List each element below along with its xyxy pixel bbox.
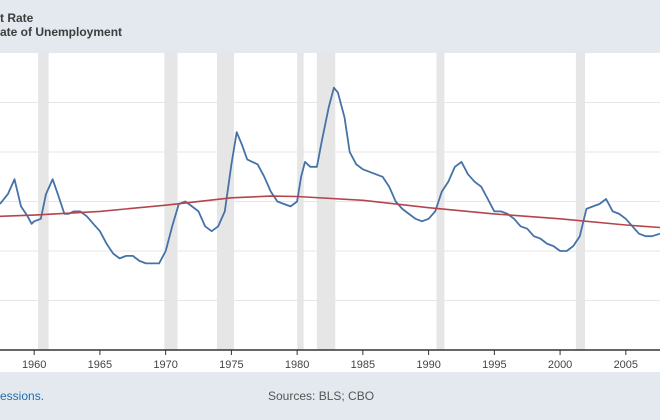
x-tick-label-1960: 1960 [22, 359, 46, 371]
legend-natural-rate[interactable]: ate of Unemployment [0, 25, 123, 39]
x-tick-label-1995: 1995 [482, 359, 506, 371]
legend-header: t Rate ate of Unemployment [0, 0, 660, 53]
x-tick-label-1970: 1970 [153, 359, 177, 371]
footer: essions. Sources: BLS; CBO [0, 372, 660, 420]
x-tick-label-1980: 1980 [285, 359, 309, 371]
series-lines[interactable] [0, 86, 660, 265]
x-tick-label-1975: 1975 [219, 359, 243, 371]
series-natural-rate[interactable] [0, 195, 660, 229]
x-tick-label-2005: 2005 [614, 359, 638, 371]
x-tick-label-1965: 1965 [88, 359, 112, 371]
x-tick-label-1990: 1990 [416, 359, 440, 371]
series-unemployment-rate[interactable] [0, 86, 660, 265]
legend-unemployment-rate[interactable]: t Rate [0, 11, 34, 25]
sources-text: Sources: BLS; CBO [268, 389, 375, 403]
gridlines [0, 102, 660, 301]
x-tick-label-1985: 1985 [351, 359, 375, 371]
x-tick-label-2000: 2000 [548, 359, 572, 371]
x-axis-ticks: 1960 1965 1970 1975 1980 1985 1990 1995 2000 2005 [22, 350, 638, 371]
chart[interactable]: 1960 1965 1970 1975 1980 1985 1990 1995 2000 2005 [0, 0, 660, 372]
recessions-note-link[interactable]: essions. [0, 389, 45, 403]
